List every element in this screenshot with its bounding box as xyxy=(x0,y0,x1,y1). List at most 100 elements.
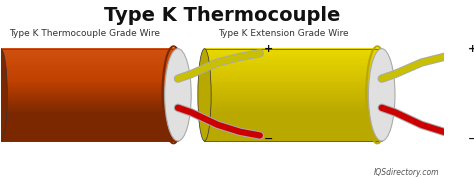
Bar xyxy=(204,88,382,90)
Bar xyxy=(204,99,382,101)
Bar xyxy=(0,103,178,104)
Bar xyxy=(204,127,382,129)
Bar xyxy=(204,110,382,112)
Bar xyxy=(0,106,178,108)
Bar xyxy=(204,59,382,61)
Bar xyxy=(204,104,382,106)
Bar xyxy=(0,63,178,65)
Bar xyxy=(0,113,178,115)
Bar xyxy=(204,96,382,98)
Bar xyxy=(0,66,178,68)
Bar xyxy=(204,134,382,136)
Bar xyxy=(0,57,178,59)
Bar xyxy=(0,131,178,133)
Bar xyxy=(204,121,382,123)
Bar xyxy=(204,103,382,104)
Bar xyxy=(0,118,178,120)
Bar xyxy=(0,82,178,84)
Bar xyxy=(0,139,178,140)
Bar xyxy=(0,71,178,73)
Bar xyxy=(204,115,382,117)
Bar xyxy=(204,137,382,139)
Bar xyxy=(204,131,382,133)
Bar xyxy=(204,132,382,134)
Bar xyxy=(0,59,178,61)
Bar xyxy=(0,78,178,79)
Bar xyxy=(204,82,382,84)
Bar xyxy=(204,109,382,111)
Bar xyxy=(204,48,382,50)
Bar xyxy=(204,74,382,76)
Bar xyxy=(0,74,178,76)
Bar xyxy=(204,129,382,131)
Bar xyxy=(204,57,382,59)
Text: Type K Extension Grade Wire: Type K Extension Grade Wire xyxy=(218,29,348,38)
Bar xyxy=(0,88,178,90)
Bar xyxy=(204,123,382,125)
Text: +: + xyxy=(264,44,273,54)
Bar xyxy=(204,51,382,53)
Bar xyxy=(204,76,382,78)
Bar xyxy=(0,65,178,67)
Bar xyxy=(0,76,178,78)
Bar xyxy=(0,101,178,103)
Text: Type K Thermocouple Grade Wire: Type K Thermocouple Grade Wire xyxy=(9,29,161,38)
Bar xyxy=(0,96,178,98)
Text: −: − xyxy=(264,134,273,144)
Bar xyxy=(204,79,382,81)
Bar xyxy=(0,137,178,139)
Bar xyxy=(204,84,382,86)
Bar xyxy=(0,79,178,81)
Bar xyxy=(0,73,178,75)
Bar xyxy=(0,49,178,141)
Text: +: + xyxy=(468,44,474,54)
Bar xyxy=(204,70,382,72)
Text: −: − xyxy=(468,134,474,144)
Ellipse shape xyxy=(164,49,191,141)
Bar xyxy=(0,70,178,72)
Bar xyxy=(0,62,178,64)
Bar xyxy=(204,81,382,83)
Bar xyxy=(204,106,382,108)
Bar xyxy=(204,66,382,68)
Bar xyxy=(204,49,382,51)
Ellipse shape xyxy=(368,49,395,141)
Bar xyxy=(204,113,382,115)
Bar xyxy=(0,140,178,142)
Bar xyxy=(0,121,178,123)
Bar xyxy=(0,109,178,111)
Bar xyxy=(204,85,382,87)
Bar xyxy=(204,93,382,95)
Bar xyxy=(0,129,178,131)
Bar xyxy=(204,63,382,65)
Bar xyxy=(0,135,178,137)
Bar xyxy=(0,104,178,106)
Bar xyxy=(204,65,382,67)
Bar xyxy=(0,126,178,128)
Bar xyxy=(0,90,178,92)
Bar xyxy=(0,55,178,57)
Bar xyxy=(0,60,178,62)
Bar xyxy=(0,49,178,51)
Bar xyxy=(204,126,382,128)
Bar xyxy=(0,85,178,87)
Bar xyxy=(204,98,382,100)
Bar xyxy=(204,135,382,137)
Bar xyxy=(0,120,178,122)
Bar xyxy=(204,55,382,57)
Bar xyxy=(204,140,382,142)
Bar xyxy=(204,78,382,79)
Bar xyxy=(0,95,178,96)
Bar xyxy=(204,101,382,103)
Bar xyxy=(204,52,382,54)
Bar xyxy=(0,115,178,117)
Bar xyxy=(204,91,382,93)
Ellipse shape xyxy=(0,49,7,141)
Bar xyxy=(0,91,178,93)
Bar xyxy=(0,127,178,129)
Bar xyxy=(0,51,178,53)
Bar xyxy=(204,95,382,96)
Bar xyxy=(204,87,382,89)
Bar xyxy=(204,90,382,92)
Bar xyxy=(204,71,382,73)
